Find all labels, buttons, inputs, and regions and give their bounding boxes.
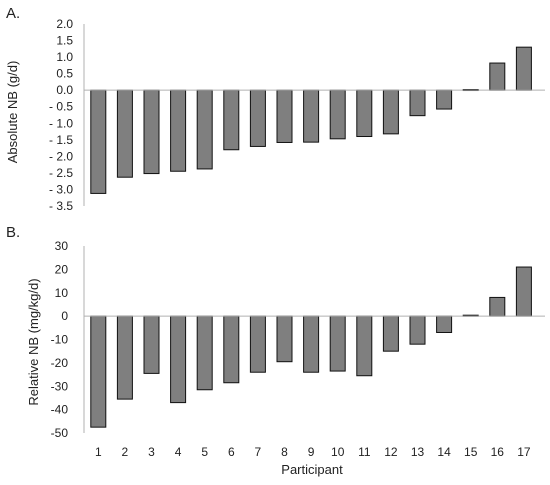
panel-b-y-axis-label: Relative NB (mg/kg/d)	[26, 278, 41, 405]
bar-participant-8	[276, 89, 293, 143]
bar-participant-16	[489, 296, 506, 317]
bar-participant-16	[489, 62, 506, 91]
bar-participant-12	[382, 89, 399, 135]
panel-a: A. Absolute NB (g/d) 2.0 1.5 1.0 0.5 0.0 - 0.…	[5, 5, 545, 213]
y-tick-label: - 2.5	[49, 166, 73, 180]
bar-participant-13	[409, 315, 426, 345]
x-tick-label: 11	[358, 445, 371, 459]
x-tick-label: 14	[437, 445, 451, 459]
y-tick-label: -30	[51, 379, 69, 393]
y-tick-label: -50	[51, 426, 69, 440]
bar-participant-17	[515, 46, 532, 91]
y-tick-label: 30	[55, 239, 69, 253]
y-tick-label: 2.0	[56, 17, 73, 31]
bar-participant-9	[303, 89, 320, 143]
x-tick-label: 2	[122, 445, 129, 459]
x-tick-label: 3	[148, 445, 155, 459]
bar-participant-3	[143, 89, 160, 175]
y-tick-label: 10	[55, 286, 69, 300]
y-tick-label: - 1.5	[49, 133, 73, 147]
x-tick-label: 10	[331, 445, 345, 459]
bar-participant-5	[196, 89, 213, 170]
panel-b-bars	[90, 266, 532, 428]
x-tick-label: 6	[228, 445, 235, 459]
bar-participant-11	[356, 89, 373, 138]
x-tick-label: 1	[95, 445, 102, 459]
y-tick-label: -20	[51, 356, 69, 370]
bar-participant-5	[196, 315, 213, 391]
panel-a-bars	[90, 46, 532, 194]
y-tick-label: - 3.5	[49, 199, 73, 213]
y-tick-label: -40	[51, 403, 69, 417]
x-tick-label: 4	[175, 445, 182, 459]
bar-participant-6	[223, 315, 240, 384]
y-tick-label: - 3.0	[49, 182, 73, 196]
y-tick-label: 0	[61, 309, 68, 323]
panel-a-label: A.	[6, 5, 20, 22]
panel-b-label: B.	[6, 224, 20, 241]
y-tick-label: 1.5	[56, 34, 73, 48]
bar-participant-13	[409, 89, 426, 117]
panel-b-y-ticks: 30 20 10 0 -10 -20 -30 -40 -50	[51, 239, 69, 440]
bar-participant-1	[90, 89, 107, 194]
panel-b: B. Relative NB (mg/kg/d) 30 20 10 0 -10 -20 -3…	[6, 224, 545, 477]
y-tick-label: 0.0	[56, 83, 73, 97]
y-tick-label: 1.0	[56, 50, 73, 64]
bar-participant-3	[143, 315, 160, 374]
y-tick-label: - 0.5	[49, 100, 73, 114]
x-tick-label: 5	[201, 445, 208, 459]
x-tick-label: 8	[281, 445, 288, 459]
y-tick-label: -10	[51, 333, 69, 347]
x-axis-label: Participant	[281, 462, 343, 477]
bar-participant-4	[170, 89, 187, 172]
bar-participant-10	[329, 89, 346, 140]
bar-participant-4	[170, 315, 187, 404]
bar-participant-14	[436, 89, 453, 110]
y-tick-label: - 2.0	[49, 149, 73, 163]
x-tick-label: 16	[491, 445, 505, 459]
bar-participant-7	[249, 315, 266, 373]
bar-participant-6	[223, 89, 240, 151]
bar-participant-11	[356, 315, 373, 377]
x-axis-ticks: 1 2 3 4 5 6 7 8 9 10 11 12 13 14 15 16 17	[95, 445, 531, 459]
bar-participant-9	[303, 315, 320, 373]
y-tick-label: 0.5	[56, 67, 73, 81]
x-tick-label: 17	[517, 445, 531, 459]
bar-participant-7	[249, 89, 266, 147]
x-tick-label: 9	[308, 445, 315, 459]
y-tick-label: - 1.0	[49, 116, 73, 130]
x-tick-label: 15	[464, 445, 478, 459]
bar-participant-12	[382, 315, 399, 352]
bar-participant-1	[90, 315, 107, 428]
bar-participant-2	[116, 315, 133, 400]
panel-a-y-ticks: 2.0 1.5 1.0 0.5 0.0 - 0.5 - 1.0 - 1.5 - 2.0 - 2.5…	[49, 17, 73, 213]
x-tick-label: 13	[411, 445, 425, 459]
bar-participant-17	[515, 266, 532, 317]
bar-participant-8	[276, 315, 293, 363]
bar-participant-14	[436, 315, 453, 333]
x-tick-label: 7	[255, 445, 262, 459]
panel-a-y-axis-label: Absolute NB (g/d)	[5, 61, 20, 164]
bar-participant-10	[329, 315, 346, 372]
bar-participant-2	[116, 89, 133, 178]
x-tick-label: 12	[384, 445, 398, 459]
y-tick-label: 20	[55, 262, 69, 276]
